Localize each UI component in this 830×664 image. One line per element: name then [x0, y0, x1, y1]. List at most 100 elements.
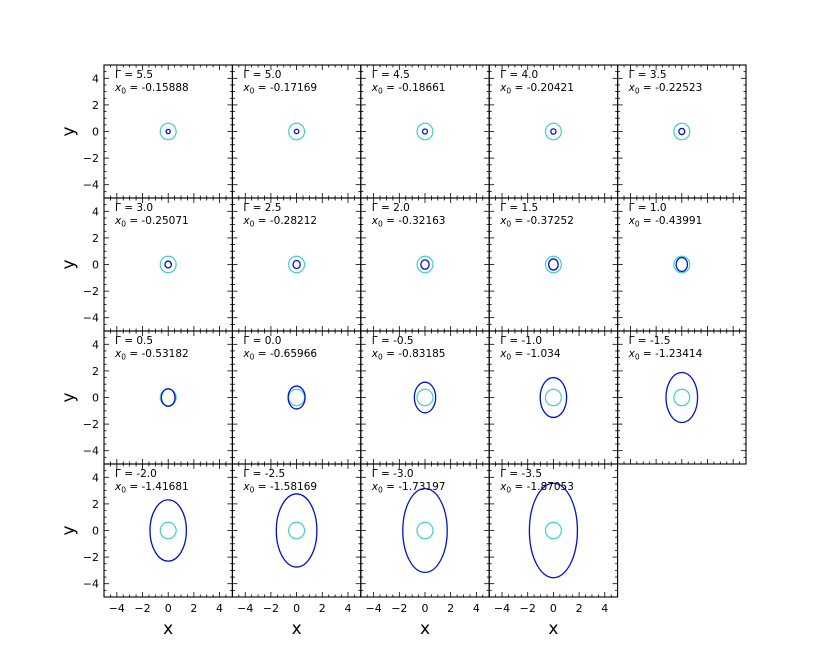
- x-tick-label: −2: [520, 602, 536, 615]
- x0-annotation: x0 = -1.87053: [499, 481, 574, 495]
- orbit-curve: [164, 260, 173, 269]
- inner-circle: [416, 388, 434, 407]
- x0-annotation: x0 = -0.18661: [371, 82, 446, 96]
- y-tick-label: 4: [92, 471, 99, 484]
- gamma-annotation: Γ = 1.0: [629, 202, 667, 214]
- y-tick-label: 0: [92, 259, 99, 272]
- inner-circle: [544, 122, 562, 141]
- y-tick-label: −2: [83, 285, 99, 298]
- x0-annotation: x0 = -0.83185: [371, 348, 446, 362]
- inner-circle: [416, 521, 434, 540]
- orbit-curve: [678, 127, 686, 136]
- x0-annotation: x0 = -0.32163: [371, 215, 446, 229]
- y-tick-label: 0: [92, 525, 99, 538]
- panel: Γ = 5.5x0 = -0.15888 −4 −2 0 2 4 y: [59, 64, 233, 199]
- inner-circle: [288, 255, 306, 274]
- inner-circle: [288, 521, 306, 540]
- gamma-annotation: Γ = 5.5: [115, 69, 153, 81]
- gamma-annotation: Γ = -0.5: [372, 335, 414, 347]
- panel: Γ = 4.5x0 = -0.18661: [360, 64, 490, 199]
- panel: Γ = 0.5x0 = -0.53182 −4 −2 0 2 4 y: [59, 330, 233, 465]
- orbit-curve: [421, 128, 429, 135]
- x-tick-label: 4: [216, 602, 223, 615]
- y-tick-label: 2: [92, 99, 99, 112]
- y-axis-title: y: [59, 259, 79, 269]
- inner-circle: [673, 122, 691, 141]
- y-tick-label: 2: [92, 365, 99, 378]
- x0-annotation: x0 = -1.034: [499, 348, 561, 362]
- y-axis-title: y: [59, 525, 79, 535]
- panel: Γ = -0.5x0 = -0.83185: [360, 330, 490, 465]
- x0-annotation: x0 = -0.15888: [114, 82, 189, 96]
- orbit-curve: [149, 499, 188, 562]
- orbit-curve: [287, 385, 306, 410]
- panel: Γ = -2.5x0 = -1.58169 −4 −2 0 2 4 x: [231, 463, 362, 639]
- panel: Γ = -1.5x0 = -1.23414: [617, 330, 747, 465]
- x-tick-label: 0: [422, 602, 429, 615]
- gamma-annotation: Γ = 0.5: [115, 335, 153, 347]
- panel: Γ = 1.0x0 = -0.43991: [617, 197, 747, 332]
- orbit-curve: [420, 259, 430, 270]
- inner-circle: [288, 388, 306, 407]
- orbit-curve: [413, 381, 437, 414]
- panel: Γ = -3.0x0 = -1.73197 −4 −2 0 2 4 x: [360, 463, 490, 639]
- x-tick-label: 4: [601, 602, 608, 615]
- panel: Γ = 1.5x0 = -0.37252: [488, 197, 619, 332]
- orbit-curve: [165, 128, 171, 135]
- inner-circle: [416, 122, 434, 141]
- orbit-curve: [547, 258, 559, 271]
- gamma-annotation: Γ = -3.5: [500, 468, 542, 480]
- inner-circle: [544, 388, 562, 407]
- x0-annotation: x0 = -0.65966: [242, 348, 317, 362]
- y-tick-label: −2: [83, 152, 99, 165]
- inner-circle: [673, 388, 691, 407]
- x-tick-label: 0: [550, 602, 557, 615]
- x-tick-label: 2: [576, 602, 583, 615]
- x-tick-label: 0: [165, 602, 172, 615]
- x0-annotation: x0 = -0.25071: [114, 215, 189, 229]
- x0-annotation: x0 = -0.43991: [628, 215, 703, 229]
- x-tick-label: −2: [391, 602, 407, 615]
- x-tick-label: 4: [344, 602, 351, 615]
- y-tick-label: −2: [83, 418, 99, 431]
- panel: Γ = -1.0x0 = -1.034: [488, 330, 619, 465]
- gamma-annotation: Γ = -3.0: [372, 468, 414, 480]
- gamma-annotation: Γ = 2.5: [243, 202, 281, 214]
- x0-annotation: x0 = -0.53182: [114, 348, 189, 362]
- y-tick-label: 0: [92, 126, 99, 139]
- orbit-curve: [402, 487, 448, 574]
- y-axis-title: y: [59, 126, 79, 136]
- y-tick-label: 4: [92, 72, 99, 85]
- orbit-curve: [550, 128, 557, 135]
- x-tick-label: −4: [366, 602, 382, 615]
- gamma-annotation: Γ = 4.5: [372, 69, 410, 81]
- y-tick-label: −2: [83, 551, 99, 564]
- inner-circle: [416, 255, 434, 274]
- panel: Γ = 0.0x0 = -0.65966: [231, 330, 362, 465]
- gamma-annotation: Γ = -1.0: [500, 335, 542, 347]
- y-tick-label: 4: [92, 205, 99, 218]
- y-tick-label: 2: [92, 232, 99, 245]
- inner-circle: [544, 521, 562, 540]
- panel: Γ = 3.0x0 = -0.25071 −4 −2 0 2 4 y: [59, 197, 233, 332]
- y-tick-label: −4: [83, 578, 99, 591]
- gamma-annotation: Γ = 1.5: [500, 202, 538, 214]
- x-tick-label: −4: [494, 602, 510, 615]
- inner-circle: [159, 521, 177, 540]
- panel: Γ = 2.5x0 = -0.28212: [231, 197, 362, 332]
- orbit-curve: [275, 493, 318, 568]
- gamma-annotation: Γ = 5.0: [243, 69, 281, 81]
- x-axis-title: x: [548, 619, 558, 639]
- x0-annotation: x0 = -0.22523: [628, 82, 703, 96]
- inner-circle: [159, 122, 177, 141]
- gamma-annotation: Γ = 2.0: [372, 202, 410, 214]
- orbit-curve: [539, 376, 568, 419]
- gamma-annotation: Γ = -2.0: [115, 468, 157, 480]
- panel: Γ = 4.0x0 = -0.20421: [488, 64, 619, 199]
- inner-circle: [159, 255, 177, 274]
- x-axis-title: x: [420, 619, 430, 639]
- x0-annotation: x0 = -0.28212: [242, 215, 317, 229]
- y-tick-label: 0: [92, 392, 99, 405]
- x-tick-label: −4: [237, 602, 253, 615]
